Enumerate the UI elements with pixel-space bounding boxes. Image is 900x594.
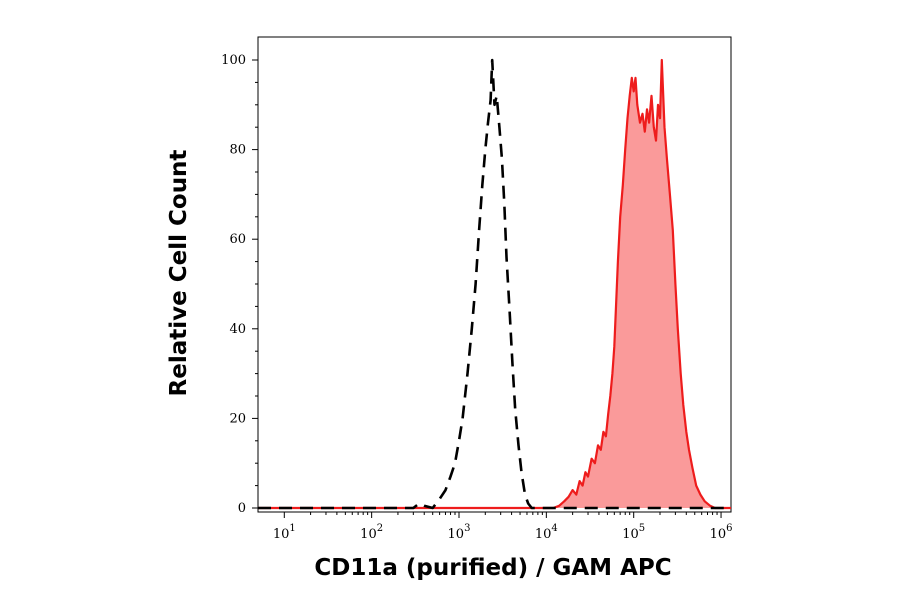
sample-fill — [258, 60, 731, 508]
y-axis-title: Relative Cell Count — [166, 150, 192, 397]
x-tick-label: 104 — [535, 523, 558, 542]
series-layer — [258, 58, 731, 510]
y-tick-label: 40 — [229, 322, 246, 337]
x-tick-label: 105 — [622, 523, 645, 542]
y-axis: 0 20 40 60 80 100 — [221, 53, 258, 516]
x-tick-label: 101 — [273, 523, 296, 542]
y-tick-label: 60 — [229, 232, 246, 247]
plot-frame — [257, 36, 732, 513]
x-tick-label: 102 — [360, 523, 383, 542]
x-axis-title: CD11a (purified) / GAM APC — [314, 555, 671, 581]
y-tick-label: 100 — [221, 53, 246, 68]
control-histogram-line — [258, 58, 731, 510]
x-tick-label: 103 — [448, 523, 471, 542]
y-tick-label: 80 — [229, 143, 246, 158]
x-tick-label: 106 — [710, 523, 733, 542]
y-tick-label: 0 — [238, 501, 246, 516]
sample-histogram-line — [258, 58, 731, 510]
x-axis: 101 102 103 104 105 106 — [273, 512, 733, 542]
plot-border — [257, 36, 732, 513]
y-tick-label: 20 — [229, 411, 246, 426]
